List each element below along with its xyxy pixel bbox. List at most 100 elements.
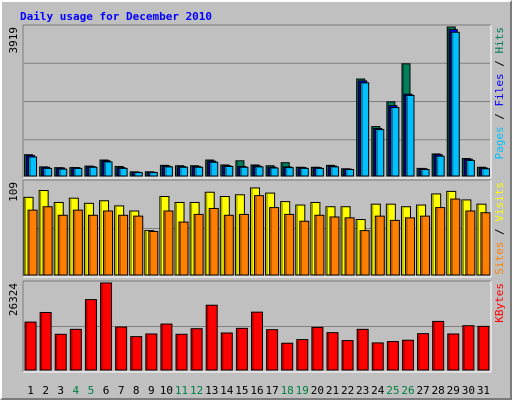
bar-pages-day-2 [43, 167, 53, 177]
bar-sites-day-2 [42, 206, 53, 276]
bar-kbytes-day-12 [190, 328, 203, 371]
y-axis-label: Pages / Files / Hits [493, 27, 506, 160]
x-tick-label: 12 [190, 384, 203, 397]
bar-pages-day-12 [194, 166, 204, 177]
bar-sites-day-31 [480, 212, 491, 276]
y-axis-label-part: Sites [493, 242, 506, 275]
bar-pages-day-5 [88, 166, 98, 177]
bar-sites-day-22 [344, 217, 355, 276]
y-max-label: 26324 [7, 283, 20, 316]
x-tick-label: 11 [175, 384, 188, 397]
x-tick-label: 20 [311, 384, 324, 397]
bar-sites-day-7 [118, 214, 129, 276]
bar-kbytes-day-2 [39, 311, 52, 371]
bar-pages-day-24 [375, 129, 385, 177]
bar-sites-day-15 [238, 213, 249, 276]
y-axis-label-separator: / [493, 107, 506, 127]
bar-sites-day-1 [27, 209, 38, 276]
bar-kbytes-day-26 [401, 339, 414, 371]
bar-pages-day-9 [148, 172, 158, 177]
bar-sites-day-25 [389, 219, 400, 276]
bar-sites-day-21 [329, 216, 340, 276]
y-axis-label-part: Hits [493, 27, 506, 54]
x-tick-label: 31 [477, 384, 490, 397]
bar-pages-day-11 [179, 166, 189, 177]
y-axis-label: KBytes [493, 283, 506, 323]
bar-sites-day-8 [133, 215, 144, 276]
bar-sites-day-24 [374, 215, 385, 276]
x-tick-label: 24 [371, 384, 385, 397]
x-tick-label: 7 [118, 384, 125, 397]
bar-sites-day-3 [57, 214, 68, 276]
panel-2: 109 Sites / Visits [7, 179, 506, 278]
panel-1: 3919 Pages / Files / Hits [7, 24, 506, 179]
bar-sites-day-6 [103, 210, 114, 276]
bar-sites-day-17 [269, 207, 280, 276]
bar-pages-day-19 [299, 167, 309, 177]
bar-sites-day-18 [284, 213, 295, 276]
bar-pages-day-21 [329, 166, 339, 177]
x-tick-label: 6 [103, 384, 110, 397]
bar-sites-day-19 [299, 220, 310, 276]
bar-pages-day-26 [405, 94, 415, 177]
bar-sites-day-26 [404, 217, 415, 276]
panel-3: 26324 KBytes [7, 280, 506, 373]
bar-sites-day-28 [435, 207, 446, 276]
bar-sites-day-10 [163, 210, 174, 276]
bar-kbytes-day-3 [54, 333, 67, 371]
bar-kbytes-day-20 [311, 326, 324, 371]
y-axis-label-part: Visits [493, 182, 506, 222]
x-tick-label: 15 [235, 384, 248, 397]
bar-sites-day-29 [450, 198, 461, 276]
bar-sites-day-16 [254, 195, 264, 276]
bar-sites-day-12 [193, 213, 204, 276]
x-tick-label: 23 [356, 384, 369, 397]
y-axis-label-part: Files [493, 73, 506, 106]
x-tick-label: 1 [27, 384, 34, 397]
x-tick-label: 18 [281, 384, 294, 397]
bar-kbytes-day-4 [69, 328, 82, 371]
bar-kbytes-day-18 [281, 342, 294, 371]
bar-pages-day-3 [58, 168, 68, 177]
bar-pages-day-30 [465, 159, 475, 177]
chart-title: Daily usage for December 2010 [20, 10, 212, 23]
y-axis-label: Sites / Visits [493, 182, 506, 275]
bar-sites-day-30 [465, 210, 476, 276]
x-tick-label: 21 [326, 384, 339, 397]
x-tick-label: 19 [296, 384, 309, 397]
x-tick-label: 2 [42, 384, 49, 397]
y-axis-label-separator: / [493, 222, 506, 242]
bar-pages-day-10 [163, 166, 173, 177]
y-axis-label-part: KBytes [493, 283, 506, 323]
bar-pages-day-18 [284, 167, 294, 177]
bar-kbytes-day-14 [220, 332, 233, 371]
bar-kbytes-day-29 [447, 333, 460, 371]
x-tick-label: 25 [386, 384, 399, 397]
bar-pages-day-15 [239, 166, 249, 177]
bar-kbytes-day-25 [386, 341, 399, 371]
bar-kbytes-day-1 [24, 321, 37, 371]
bar-pages-day-17 [269, 167, 279, 177]
bar-sites-day-9 [148, 230, 159, 276]
bar-kbytes-day-30 [462, 325, 475, 371]
bar-pages-day-29 [450, 31, 460, 177]
y-max-label: 109 [7, 182, 20, 202]
bar-kbytes-day-6 [100, 282, 113, 371]
bar-kbytes-day-11 [175, 333, 188, 371]
bar-pages-day-20 [314, 167, 324, 177]
x-tick-label: 14 [220, 384, 234, 397]
x-tick-label: 16 [250, 384, 263, 397]
y-axis-label-part: Pages [493, 126, 506, 159]
x-tick-label: 13 [205, 384, 218, 397]
bar-pages-day-13 [209, 161, 219, 177]
bar-pages-day-4 [73, 167, 83, 177]
bar-kbytes-day-28 [432, 320, 445, 371]
bar-pages-day-14 [224, 165, 234, 177]
x-tick-label: 22 [341, 384, 354, 397]
bar-kbytes-day-10 [160, 323, 173, 371]
bar-kbytes-day-31 [477, 325, 490, 371]
x-axis-labels: 1 2 3 4 5 6 7 8 9 10 11 12 13 14 15 16 17 18 19 20 21 22 23 24 2… [27, 384, 490, 397]
bar-pages-day-8 [133, 172, 143, 177]
bar-kbytes-day-24 [371, 342, 384, 371]
